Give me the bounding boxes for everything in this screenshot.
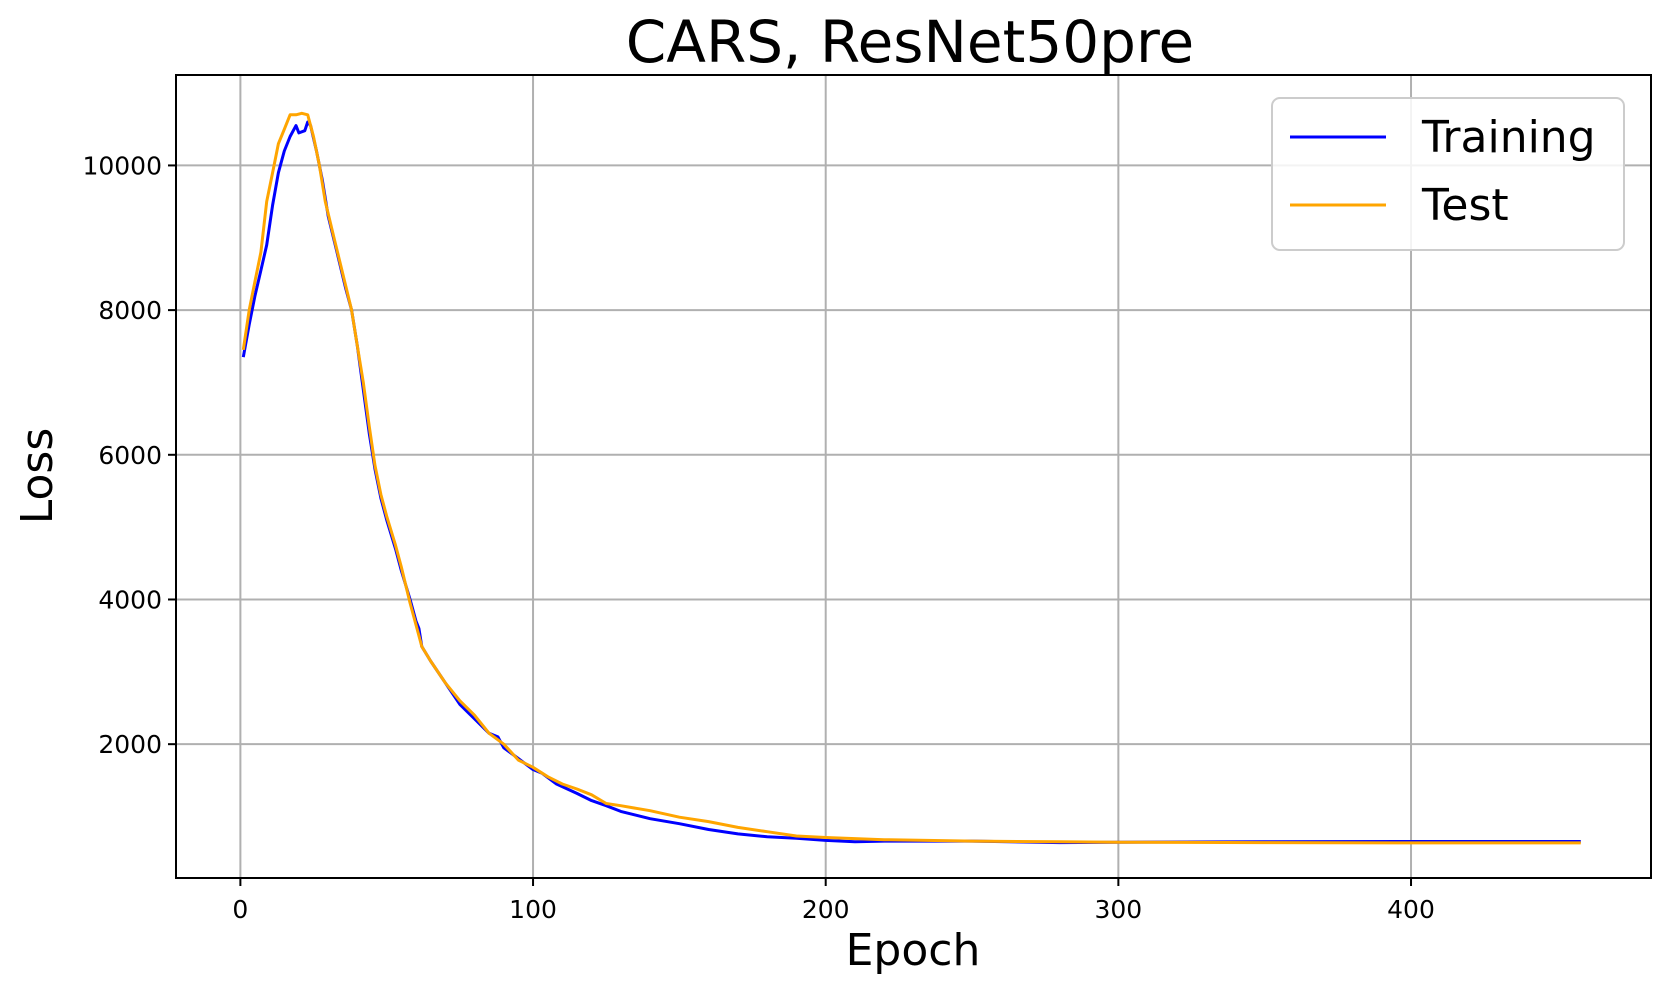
- y-axis-label: Loss: [12, 428, 63, 525]
- series-line-test: [241, 111, 1581, 845]
- chart-title: CARS, ResNet50pre: [626, 8, 1194, 76]
- y-tick-label: 6000: [98, 441, 162, 470]
- legend: Training Test: [1271, 97, 1625, 251]
- y-tick-label: 10000: [82, 151, 162, 180]
- plot-frame: [175, 74, 1652, 879]
- y-tick-label: 8000: [98, 296, 162, 325]
- x-axis-label: Epoch: [846, 925, 981, 976]
- y-axis-ticks: 2000 4000 6000 8000 10000: [82, 151, 176, 759]
- legend-label-test: Test: [1421, 180, 1509, 231]
- x-tick-label: 200: [802, 895, 850, 924]
- legend-label-training: Training: [1421, 112, 1596, 163]
- x-tick-label: 400: [1387, 895, 1435, 924]
- y-tick-label: 4000: [98, 585, 162, 614]
- x-tick-label: 100: [509, 895, 557, 924]
- x-axis-ticks: 0 100 200 300 400: [232, 878, 1435, 924]
- series-lines: [241, 111, 1581, 845]
- x-tick-label: 0: [232, 895, 248, 924]
- y-tick-label: 2000: [98, 730, 162, 759]
- x-tick-label: 300: [1095, 895, 1143, 924]
